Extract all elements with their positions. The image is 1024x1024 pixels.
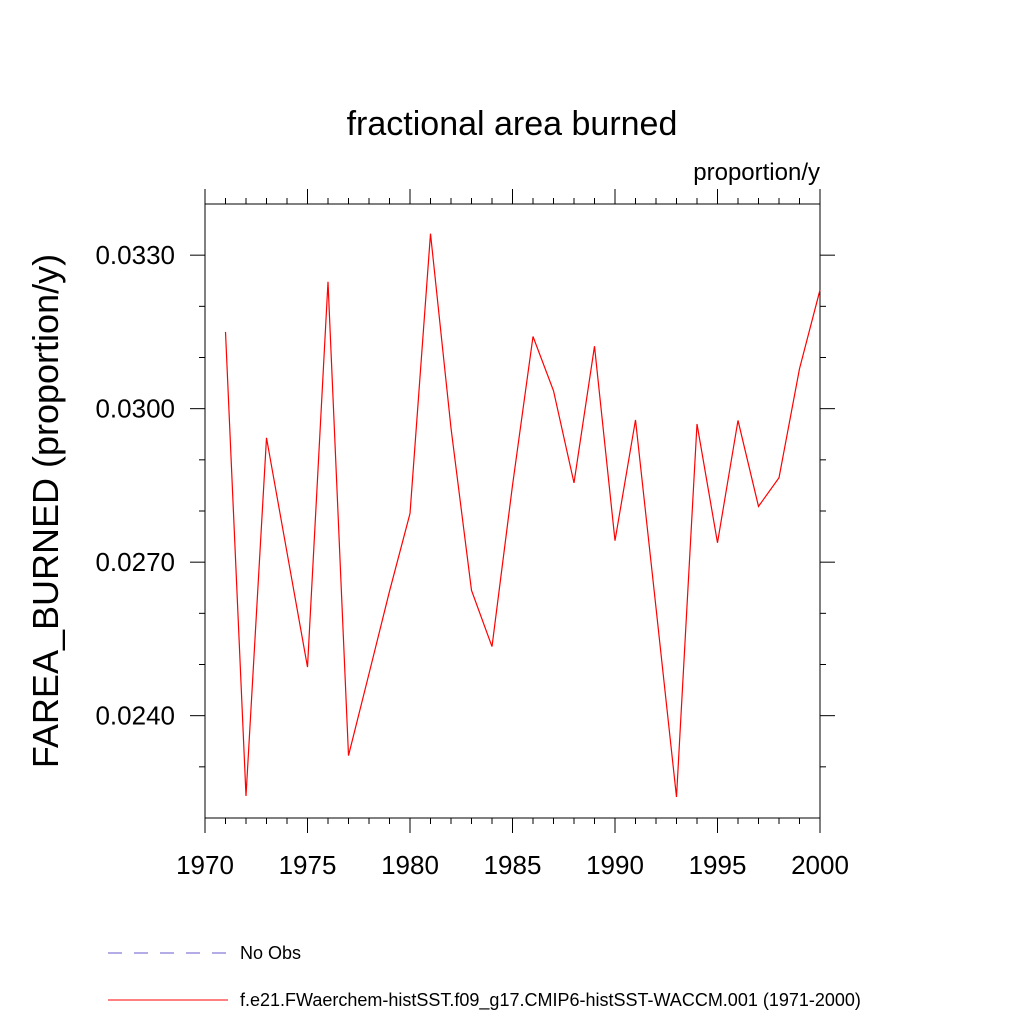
x-tick-label: 1995 bbox=[689, 850, 747, 880]
legend-label: No Obs bbox=[240, 943, 301, 963]
x-tick-label: 1980 bbox=[381, 850, 439, 880]
y-tick-label: 0.0240 bbox=[95, 701, 175, 731]
y-tick-label: 0.0330 bbox=[95, 240, 175, 270]
y-tick-label: 0.0300 bbox=[95, 394, 175, 424]
x-tick-label: 1975 bbox=[279, 850, 337, 880]
legend-label: f.e21.FWaerchem-histSST.f09_g17.CMIP6-hi… bbox=[240, 990, 861, 1011]
series-line bbox=[224, 233, 821, 798]
chart-title: fractional area burned bbox=[347, 105, 678, 143]
x-tick-label: 2000 bbox=[791, 850, 849, 880]
axis-ticks: 1970 1975 1980 1985 1990 1995 2000 0.0240 0.0270… bbox=[95, 189, 849, 880]
x-tick-label: 1985 bbox=[484, 850, 542, 880]
chart-units-label: proportion/y bbox=[693, 159, 820, 186]
x-tick-label: 1990 bbox=[586, 850, 644, 880]
series-layer bbox=[224, 233, 821, 798]
plot-frame bbox=[204, 203, 821, 819]
x-tick-label: 1970 bbox=[176, 850, 234, 880]
y-axis-label: FAREA_BURNED (proportion/y) bbox=[25, 254, 66, 768]
legend: No Obs f.e21.FWaerchem-histSST.f09_g17.CM… bbox=[108, 943, 861, 1011]
y-tick-label: 0.0270 bbox=[95, 547, 175, 577]
